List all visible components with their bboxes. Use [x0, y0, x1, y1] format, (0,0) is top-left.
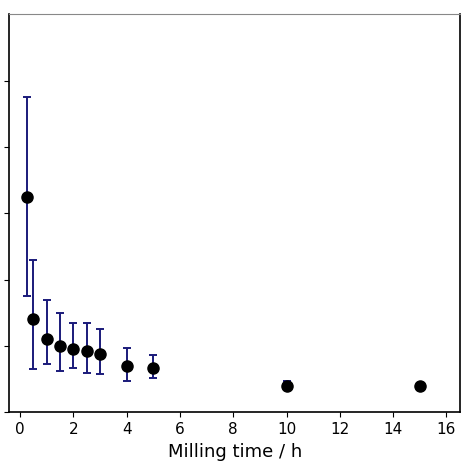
X-axis label: Milling time / h: Milling time / h [167, 443, 302, 461]
